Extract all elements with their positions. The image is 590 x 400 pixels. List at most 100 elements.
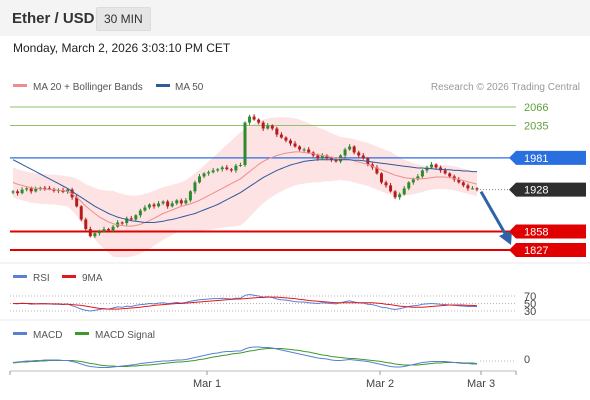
resistance-label: 2066 — [524, 102, 548, 114]
level-tag-label: 1827 — [524, 245, 548, 257]
candle-body — [102, 229, 106, 232]
candle-body — [134, 215, 138, 220]
candle-body — [443, 170, 447, 174]
candle-body — [279, 134, 283, 138]
candle-body — [202, 173, 206, 177]
candle-body — [420, 170, 424, 177]
candle-body — [466, 185, 470, 189]
macd-zero-label: 0 — [524, 354, 530, 366]
rsi-level-label: 50 — [524, 299, 536, 311]
candle-body — [16, 191, 20, 194]
candle-body — [20, 189, 24, 194]
bollinger-legend-label: MA 20 + Bollinger Bands — [33, 82, 143, 93]
candle-body — [120, 222, 124, 224]
candle-body — [47, 188, 51, 190]
macd-signal-legend-label: MACD Signal — [95, 330, 155, 341]
candle-body — [38, 187, 42, 189]
candle-body — [93, 233, 97, 237]
candle-body — [188, 191, 192, 201]
timeframe-selector[interactable]: 30 MIN — [96, 7, 151, 31]
level-tag-label: 1928 — [524, 185, 548, 197]
candles — [11, 114, 479, 239]
candle-body — [147, 204, 151, 208]
rsi-level-label: 30 — [524, 306, 536, 318]
candle-body — [198, 176, 202, 183]
bollinger-band-fill — [13, 117, 477, 258]
candle-body — [407, 182, 411, 189]
level-tag-label: 1981 — [524, 153, 548, 165]
candle-body — [157, 203, 161, 207]
candle-body — [379, 173, 383, 183]
candle-body — [457, 179, 461, 183]
macd-line — [12, 346, 477, 368]
candle-body — [161, 201, 165, 204]
rsi-ma-legend-label: 9MA — [82, 273, 103, 284]
candle-body — [293, 143, 297, 147]
rsi-legend-swatch — [13, 275, 27, 278]
candle-body — [243, 122, 247, 166]
candle-body — [84, 219, 88, 230]
instrument-title: Ether / USD — [12, 10, 95, 27]
candle-body — [179, 200, 183, 204]
candle-body — [207, 172, 211, 174]
candle-body — [402, 188, 406, 195]
candle-body — [170, 203, 174, 207]
candle-body — [11, 191, 15, 193]
macd-signal-legend-swatch — [75, 332, 89, 335]
macd-signal-line — [12, 348, 478, 367]
candle-body — [348, 146, 352, 150]
candle-body — [257, 119, 261, 123]
candle-body — [143, 207, 147, 211]
candle-body — [470, 188, 474, 190]
key-levels — [10, 106, 516, 251]
rsi-line — [12, 293, 477, 312]
macd-legend-label: MACD — [33, 330, 62, 341]
timestamp: Monday, March 2, 2026 3:03:10 PM CET — [13, 41, 231, 55]
candle-body — [225, 167, 229, 170]
candle-body — [416, 176, 420, 180]
candle-body — [288, 140, 292, 144]
forecast-arrow — [479, 190, 512, 245]
candle-body — [361, 155, 365, 159]
candle-body — [25, 188, 29, 190]
candle-body — [343, 149, 347, 156]
moving-averages — [12, 151, 478, 227]
candle-body — [220, 167, 224, 170]
rsi-level-label: 70 — [524, 291, 536, 303]
candle-body — [175, 200, 179, 204]
candle-body — [461, 182, 465, 186]
candle-body — [261, 122, 265, 129]
candle-body — [266, 125, 270, 129]
candle-body — [88, 229, 92, 237]
x-tick-label: Mar 1 — [193, 378, 221, 390]
x-tick-label: Mar 3 — [467, 378, 495, 390]
candle-body — [193, 182, 197, 192]
ma50-line — [12, 159, 477, 223]
candle-body — [325, 155, 329, 159]
candle-body — [29, 188, 33, 192]
candle-body — [211, 170, 215, 173]
bollinger-band — [13, 117, 477, 258]
candle-body — [357, 152, 361, 156]
candle-body — [216, 169, 220, 171]
macd-panel: 0 — [12, 346, 530, 368]
candle-body — [334, 159, 338, 162]
candle-body — [284, 137, 288, 141]
candle-body — [138, 210, 142, 216]
level-tags: 2066 2035 1981 1928 1858 1827 — [509, 102, 586, 257]
candle-body — [75, 197, 79, 207]
level-tag-label: 1858 — [524, 226, 548, 238]
candle-body — [184, 200, 188, 204]
candle-body — [329, 158, 333, 160]
candle-body — [248, 116, 252, 123]
candle-body — [79, 206, 83, 220]
candle-body — [411, 179, 415, 183]
candle-body — [129, 218, 133, 220]
candle-body — [389, 185, 393, 192]
candle-body — [275, 128, 279, 135]
candle-body — [252, 116, 256, 120]
candle-body — [43, 187, 47, 189]
candle-body — [125, 218, 129, 224]
